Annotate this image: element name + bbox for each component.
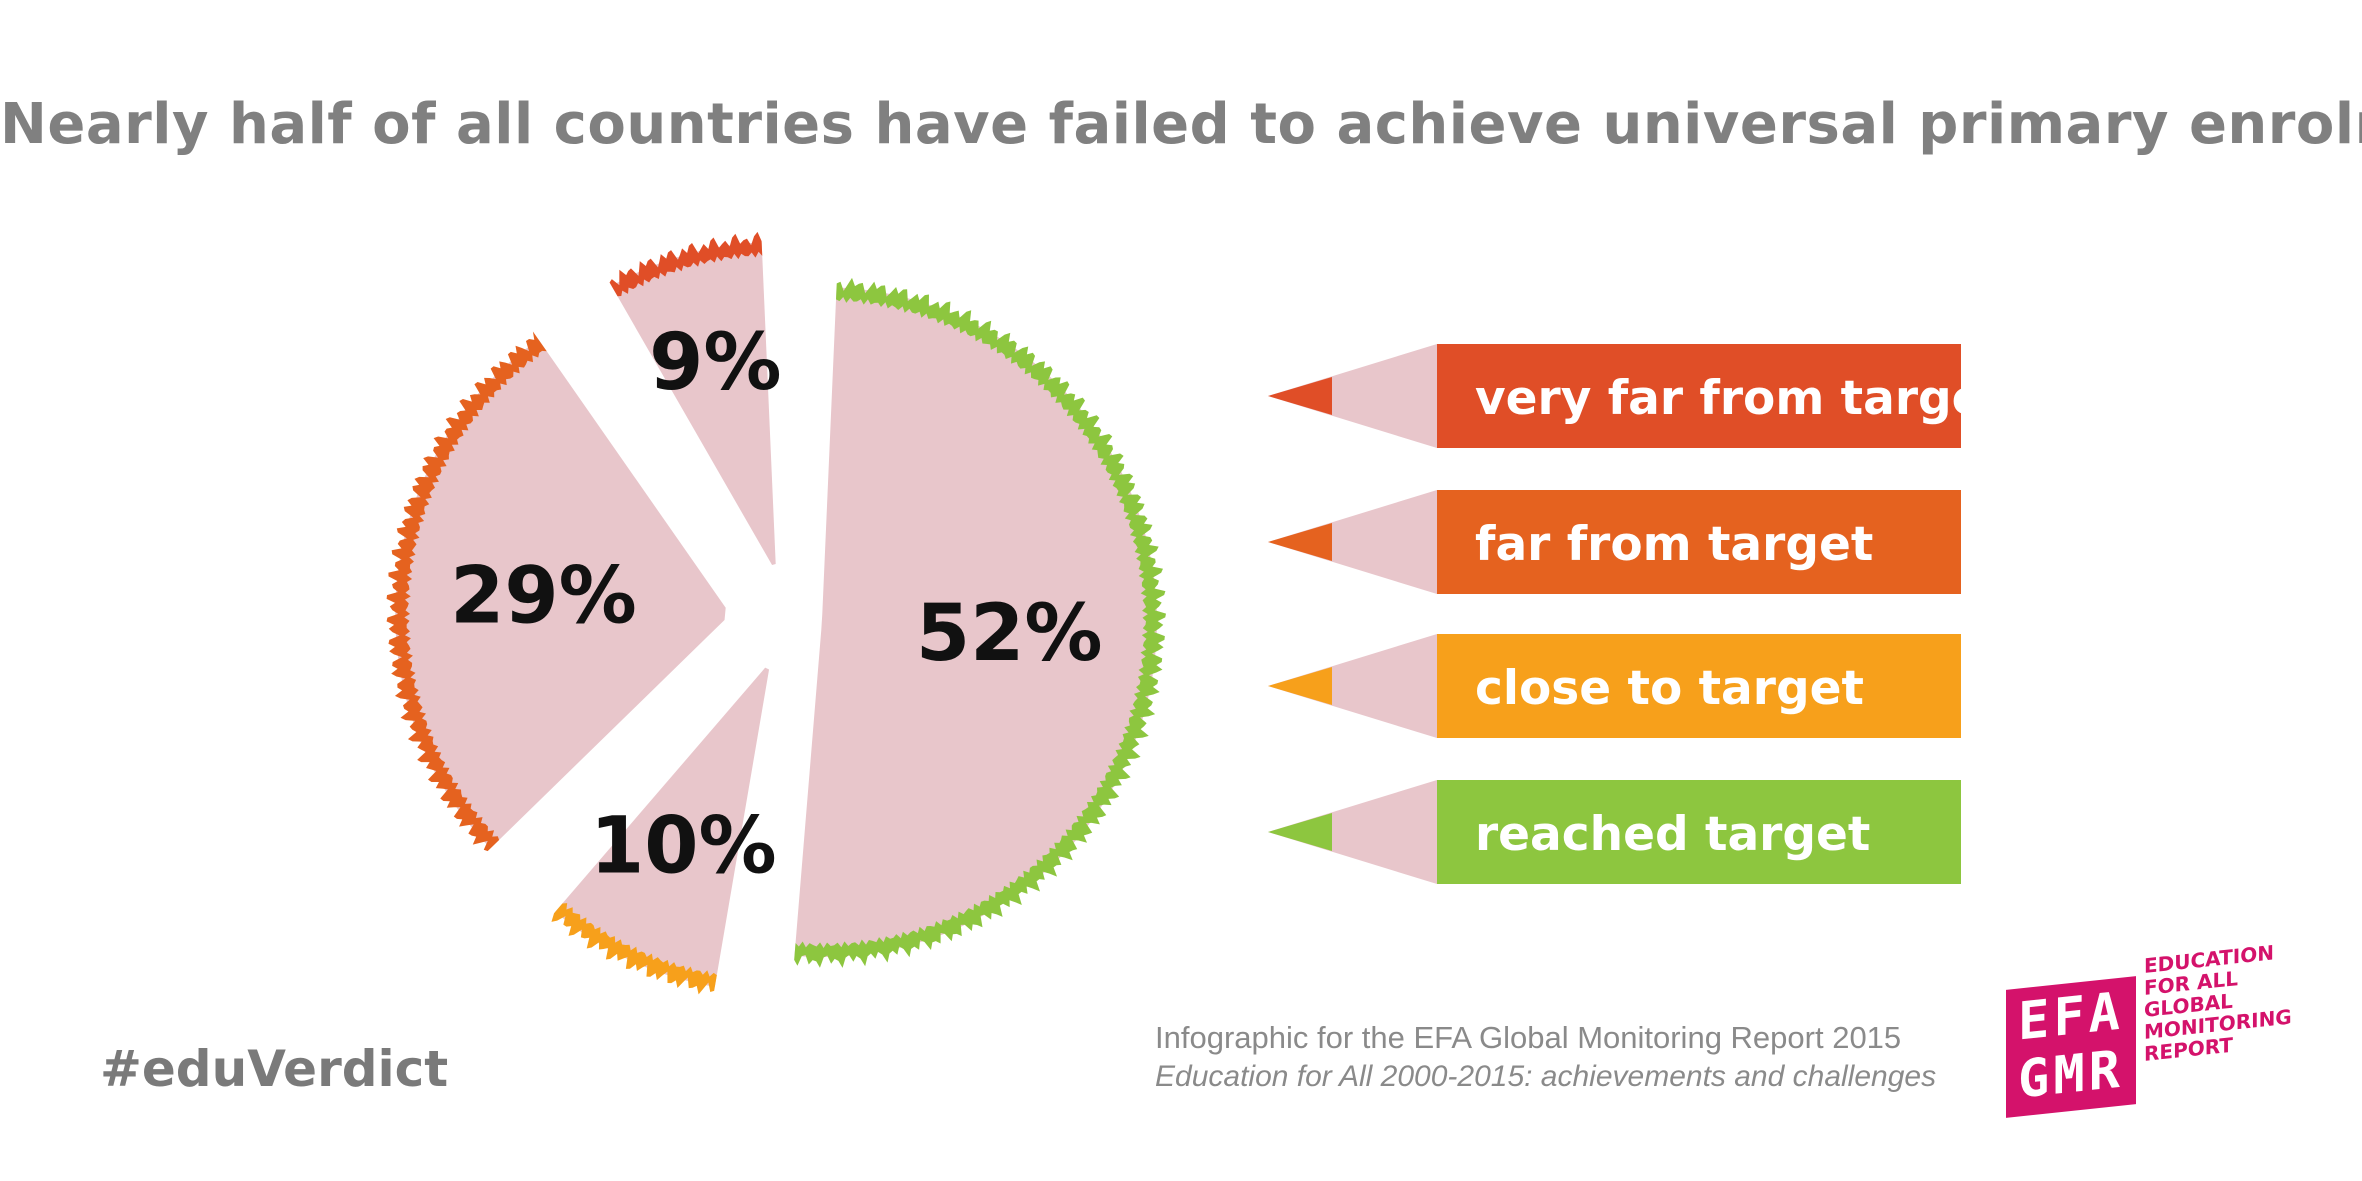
legend-label-reached-target: reached target — [1475, 807, 1870, 862]
slice-rim-very-far-from-target — [609, 231, 763, 297]
slice-rim-close-to-target — [551, 903, 717, 995]
legend-pencil-wood — [1268, 490, 1437, 594]
legend-swatch-far-from-target — [1437, 490, 1961, 594]
logo-mark-bottom: GMR — [2018, 1039, 2124, 1111]
data-label-very-far-from-target: 9% — [649, 318, 781, 408]
slice-wedge-close-to-target — [555, 667, 770, 987]
legend-pencil-wood — [1268, 634, 1437, 738]
chart-title: Nearly half of all countries have failed… — [0, 92, 2362, 157]
slice-rim-far-from-target — [386, 331, 547, 852]
legend-swatch-close-to-target — [1437, 634, 1961, 738]
legend-item-reached-target: reached target — [1268, 780, 1961, 884]
slice-wedge-very-far-from-target — [611, 242, 776, 566]
efa-gmr-logo: EFA GMR EDUCATION FOR ALL GLOBAL MONITOR… — [2000, 940, 2292, 1125]
legend-swatch-reached-target — [1437, 780, 1961, 884]
legend-label-far-from-target: far from target — [1475, 517, 1873, 572]
legend-pencil-tip — [1268, 523, 1332, 561]
data-label-reached-target: 52% — [916, 589, 1103, 679]
slice-very-far-from-target: 9% — [609, 231, 782, 566]
credit-line-1: Infographic for the EFA Global Monitorin… — [1155, 1020, 1902, 1055]
legend-label-very-far-from-target: very far from target — [1475, 371, 2006, 426]
logo-wordmark: EDUCATION FOR ALL GLOBAL MONITORING REPO… — [2144, 939, 2294, 1066]
legend-swatch-very-far-from-target — [1437, 344, 1961, 448]
logo-mark: EFA GMR — [2006, 976, 2136, 1118]
credit-line-2: Education for All 2000-2015: achievement… — [1155, 1060, 1937, 1093]
legend-pencil-tip — [1268, 667, 1332, 705]
slice-close-to-target: 10% — [551, 667, 777, 995]
legend-item-close-to-target: close to target — [1268, 634, 1961, 738]
slice-wedge-far-from-target — [395, 339, 726, 849]
data-label-close-to-target: 10% — [590, 802, 777, 892]
legend-item-far-from-target: far from target — [1268, 490, 1961, 594]
legend-label-close-to-target: close to target — [1475, 661, 1864, 716]
data-label-far-from-target: 29% — [450, 552, 637, 642]
legend-pencil-tip — [1268, 377, 1332, 415]
legend-pencil-wood — [1268, 344, 1437, 448]
legend-item-very-far-from-target: very far from target — [1268, 344, 2006, 448]
legend-pencil-wood — [1268, 780, 1437, 884]
hashtag: #eduVerdict — [100, 1040, 449, 1098]
slice-reached-target: 52% — [794, 277, 1167, 968]
slice-wedge-reached-target — [794, 287, 1157, 958]
legend-pencil-tip — [1268, 813, 1332, 851]
slice-far-from-target: 29% — [386, 331, 726, 852]
